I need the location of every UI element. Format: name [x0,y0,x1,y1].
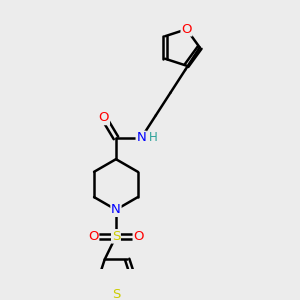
Text: O: O [99,112,109,124]
Text: S: S [112,287,120,300]
Text: O: O [88,230,99,243]
Text: O: O [181,23,192,36]
Text: N: N [136,131,146,144]
Text: H: H [149,131,158,144]
Text: N: N [111,203,121,216]
Text: S: S [112,230,120,243]
Text: O: O [133,230,144,243]
